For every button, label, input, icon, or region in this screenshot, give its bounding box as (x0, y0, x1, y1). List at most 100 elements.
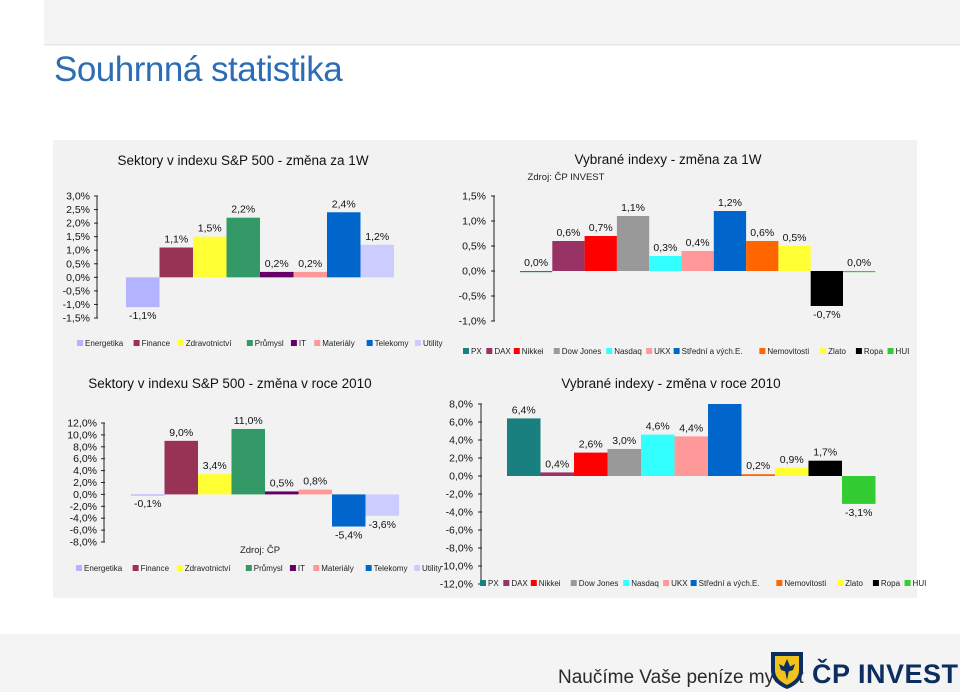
bar-hui (843, 271, 876, 273)
bar-value-label: 11,0% (234, 415, 263, 427)
legend-entry-prumysl: Průmysl (254, 564, 283, 573)
bar-it (265, 491, 299, 495)
bar-value-label: -0,7% (813, 309, 840, 321)
y-tick-label: 1,5% (66, 231, 90, 243)
legend-entry-px: PX (488, 579, 499, 588)
bar-nasdaq (649, 256, 682, 271)
legend-entry-ukx: UKX (671, 579, 688, 588)
bar-materialy (293, 271, 327, 278)
legend-swatch (463, 348, 469, 354)
bar-utility (360, 244, 394, 278)
header-band (44, 0, 960, 46)
legend-entry-energetika: Energetika (84, 564, 123, 573)
bar-value-label: 2,6% (579, 439, 603, 451)
y-tick-label: 4,0% (449, 435, 473, 447)
legend-entry-stredni-a-vych-e: Střední a vých.E. (682, 347, 743, 356)
legend-entry-energetika: Energetika (85, 339, 124, 348)
bar-value-label: 0,0% (847, 257, 871, 269)
legend-swatch (314, 340, 321, 346)
legend-swatch (246, 340, 253, 346)
bar-value-label: 1,7% (813, 447, 837, 459)
bar-value-label: 2,2% (231, 204, 255, 216)
bar-value-label: 0,4% (545, 458, 569, 470)
legend-entry-finance: Finance (141, 564, 170, 573)
legend-entry-px: PX (471, 347, 482, 356)
y-tick-label: 8,0% (73, 441, 97, 453)
legend-swatch (76, 565, 82, 571)
legend-swatch (503, 580, 510, 586)
bar-value-label: 6,4% (512, 404, 536, 416)
y-tick-label: -8,0% (446, 543, 473, 555)
legend-entry-prumysl: Průmysl (255, 339, 284, 348)
charts-panel (53, 140, 917, 598)
y-tick-label: 10,0% (67, 429, 97, 441)
bar-value-label: 3,0% (612, 435, 636, 447)
legend-swatch (663, 580, 670, 586)
legend-swatch (776, 580, 783, 586)
legend-swatch (606, 348, 613, 354)
legend-swatch (530, 580, 537, 586)
bar-nikkei (574, 452, 608, 476)
bar-value-label: 1,2% (365, 231, 389, 243)
legend-swatch (690, 580, 697, 586)
bar-value-label: 0,5% (783, 232, 807, 244)
legend-entry-dax: DAX (494, 347, 511, 356)
bar-value-label: 0,2% (746, 460, 770, 472)
bar-telekomy (327, 212, 361, 278)
y-tick-label: 1,0% (462, 216, 486, 228)
legend-entry-zlato: Zlato (828, 347, 846, 356)
y-tick-label: 0,0% (66, 272, 90, 284)
y-tick-label: 4,0% (73, 465, 97, 477)
legend-swatch (289, 565, 296, 571)
bar-dow-jones (616, 216, 650, 271)
y-tick-label: -1,0% (459, 316, 486, 328)
y-tick-label: 6,0% (449, 417, 473, 429)
bar-ropa (808, 460, 842, 476)
legend-entry-zlato: Zlato (845, 579, 863, 588)
legend-swatch (486, 348, 493, 354)
y-tick-label: -4,0% (70, 513, 97, 525)
y-tick-label: -1,0% (63, 299, 90, 311)
bar-value-label: 0,6% (750, 227, 774, 239)
bar-value-label: -5,4% (335, 530, 362, 542)
legend-swatch (570, 580, 577, 586)
bar-finance (164, 440, 198, 495)
chart-title: Sektory v indexu S&P 500 - změna za 1W (117, 153, 368, 168)
bar-dax (552, 241, 585, 271)
legend-swatch (904, 580, 911, 586)
y-tick-label: -4,0% (446, 507, 473, 519)
legend-entry-ropa: Ropa (881, 579, 901, 588)
legend-swatch (366, 340, 373, 346)
y-tick-label: 2,0% (73, 477, 97, 489)
legend-swatch (872, 580, 879, 586)
legend-entry-telekomy: Telekomy (375, 339, 409, 348)
bar-prumysl (231, 428, 265, 495)
bar-value-label: 9,0% (169, 427, 193, 439)
y-tick-label: 0,5% (462, 241, 486, 253)
y-tick-label: 12,0% (67, 418, 97, 430)
y-tick-label: -8,0% (70, 537, 97, 549)
legend-swatch (290, 340, 297, 346)
bar-value-label: 1,1% (621, 202, 645, 214)
bar-value-label: 0,0% (524, 257, 548, 269)
y-tick-label: -2,0% (70, 501, 97, 513)
legend-swatch (414, 340, 421, 346)
bar-prumysl (226, 217, 260, 278)
legend-entry-it: IT (299, 339, 306, 348)
y-tick-label: 0,0% (73, 489, 97, 501)
y-tick-label: 1,0% (66, 245, 90, 257)
bar-stredni-a-vych-e (713, 211, 747, 271)
header-divider (44, 44, 960, 45)
legend-swatch (132, 565, 139, 571)
legend-swatch (245, 565, 252, 571)
chart-title: Vybrané indexy - změna za 1W (574, 152, 761, 167)
bar-value-label: 0,2% (265, 258, 289, 270)
legend-entry-hui: HUI (913, 579, 927, 588)
bar-value-label: 0,6% (556, 227, 580, 239)
bar-ropa (810, 271, 843, 306)
legend-swatch (553, 348, 560, 354)
y-tick-label: -2,0% (446, 489, 473, 501)
bar-value-label: -1,1% (129, 310, 156, 322)
